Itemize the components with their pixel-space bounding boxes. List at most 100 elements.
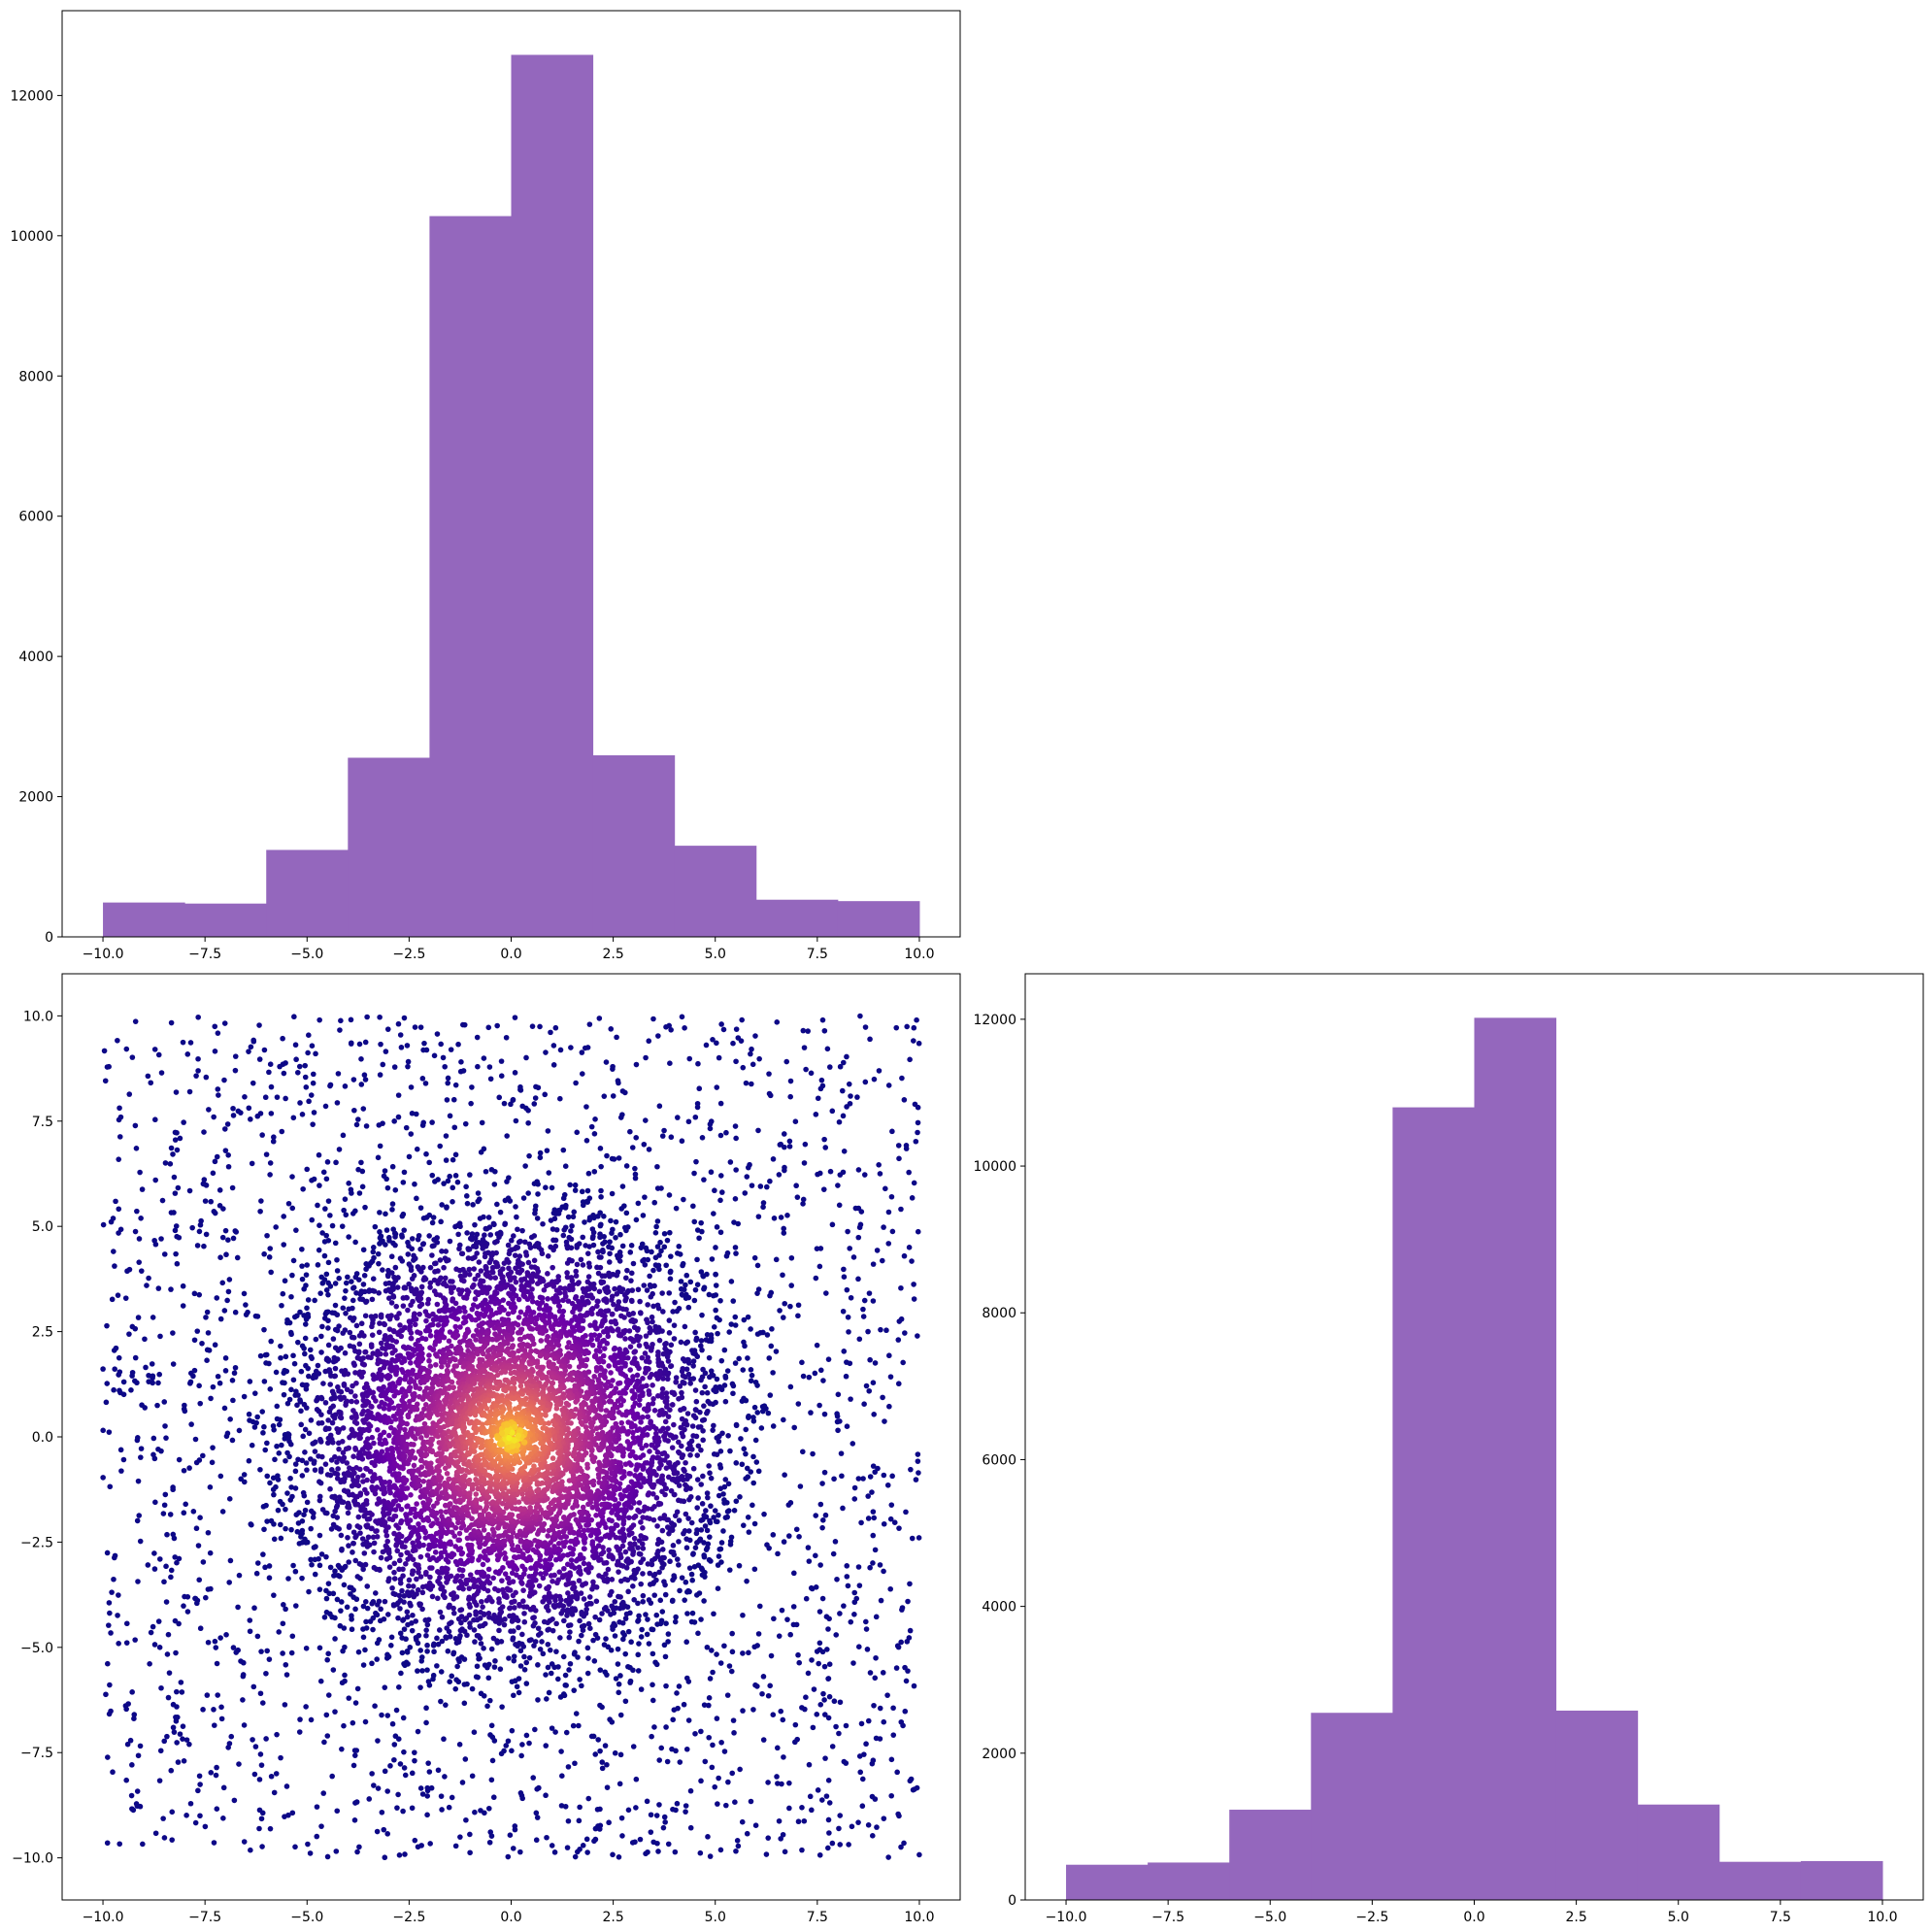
scatter-point <box>702 1383 708 1390</box>
scatter-point <box>821 1411 828 1417</box>
scatter-point <box>283 1606 288 1613</box>
scatter-point <box>361 1361 368 1368</box>
scatter-point <box>481 1055 487 1061</box>
scatter-point <box>135 1752 142 1759</box>
scatter-point <box>563 1729 570 1736</box>
scatter-point <box>915 1451 921 1457</box>
scatter-point <box>862 1024 869 1030</box>
scatter-point <box>562 1672 569 1679</box>
scatter-point <box>314 1833 320 1840</box>
scatter-point <box>829 1221 836 1228</box>
histogram-bar <box>266 849 349 937</box>
scatter-point <box>796 1659 803 1666</box>
scatter-point <box>557 1635 563 1641</box>
scatter-point <box>463 1295 470 1301</box>
scatter-point <box>249 1442 255 1449</box>
scatter-point <box>302 1350 308 1357</box>
scatter-point <box>170 1724 177 1731</box>
scatter-point <box>562 1803 569 1810</box>
scatter-point <box>511 1692 516 1699</box>
scatter-point <box>905 1598 911 1605</box>
scatter-point <box>452 1843 459 1849</box>
scatter-point <box>212 1158 218 1165</box>
scatter-point <box>230 1235 237 1242</box>
scatter-point <box>360 1603 367 1610</box>
scatter-point <box>579 1188 585 1195</box>
scatter-point <box>636 1550 643 1557</box>
scatter-point <box>801 1160 808 1166</box>
scatter-point <box>754 1331 761 1337</box>
scatter-point <box>535 1181 541 1187</box>
scatter-point <box>308 1556 314 1563</box>
scatter-point <box>458 1654 465 1660</box>
scatter-point <box>905 1668 911 1674</box>
scatter-point <box>460 1068 467 1074</box>
scatter-point <box>673 1205 680 1212</box>
scatter-point <box>584 1849 590 1855</box>
scatter-point <box>766 1090 773 1097</box>
scatter-point <box>811 1686 817 1692</box>
scatter-point <box>157 1333 163 1340</box>
scatter-point <box>701 1540 707 1546</box>
scatter-point <box>366 1796 373 1802</box>
scatter-point <box>392 1513 399 1519</box>
scatter-point <box>266 1575 273 1582</box>
scatter-point <box>870 1463 877 1469</box>
histogram-bar <box>755 899 839 937</box>
scatter-point <box>645 1468 651 1475</box>
scatter-point <box>304 1262 311 1268</box>
scatter-point <box>259 1844 265 1849</box>
scatter-point <box>392 1242 398 1249</box>
scatter-point <box>283 1457 288 1464</box>
scatter-point <box>338 1388 345 1395</box>
scatter-point <box>462 1120 469 1127</box>
scatter-point <box>564 1607 571 1614</box>
scatter-point <box>761 1511 767 1517</box>
scatter-point <box>195 1014 201 1020</box>
scatter-point <box>650 1016 656 1022</box>
scatter-point <box>256 1777 263 1782</box>
scatter-point <box>419 1241 426 1248</box>
scatter-point <box>203 1594 209 1601</box>
scatter-point <box>560 1653 567 1660</box>
scatter-point <box>572 1649 578 1655</box>
scatter-point <box>289 1493 295 1500</box>
scatter-point <box>535 1662 541 1668</box>
scatter-point <box>352 1557 359 1564</box>
scatter-point <box>316 1645 323 1651</box>
scatter-point <box>360 1473 366 1479</box>
scatter-point <box>820 1690 826 1697</box>
scatter-point <box>818 1797 825 1803</box>
scatter-point <box>447 1173 452 1180</box>
scatter-point <box>492 1585 498 1592</box>
scatter-point <box>449 1673 455 1680</box>
scatter-point <box>303 1704 309 1710</box>
scatter-point <box>429 1172 436 1179</box>
scatter-point <box>455 1041 461 1048</box>
scatter-point <box>809 1657 815 1663</box>
scatter-point <box>583 1243 588 1249</box>
scatter-point <box>795 1313 801 1319</box>
scatter-point <box>672 1618 679 1625</box>
scatter-point <box>618 1313 624 1319</box>
scatter-point <box>271 1789 278 1796</box>
scatter-point <box>315 1262 321 1268</box>
scatter-point <box>350 1540 356 1547</box>
scatter-point <box>591 1168 598 1175</box>
scatter-point <box>710 1037 716 1043</box>
scatter-point <box>212 1638 218 1645</box>
scatter-point <box>217 1635 223 1641</box>
scatter-point <box>848 1093 853 1099</box>
scatter-point <box>631 1324 638 1331</box>
scatter-point <box>224 1121 231 1127</box>
scatter-point <box>532 1726 538 1733</box>
scatter-point <box>126 1091 133 1097</box>
scatter-point <box>915 1119 921 1126</box>
scatter-point <box>707 1374 713 1381</box>
scatter-point <box>317 1439 324 1445</box>
scatter-point <box>635 1200 642 1207</box>
scatter-point <box>356 1041 363 1048</box>
scatter-point <box>915 1104 921 1111</box>
scatter-point <box>262 1564 268 1571</box>
scatter-point <box>459 1573 465 1580</box>
